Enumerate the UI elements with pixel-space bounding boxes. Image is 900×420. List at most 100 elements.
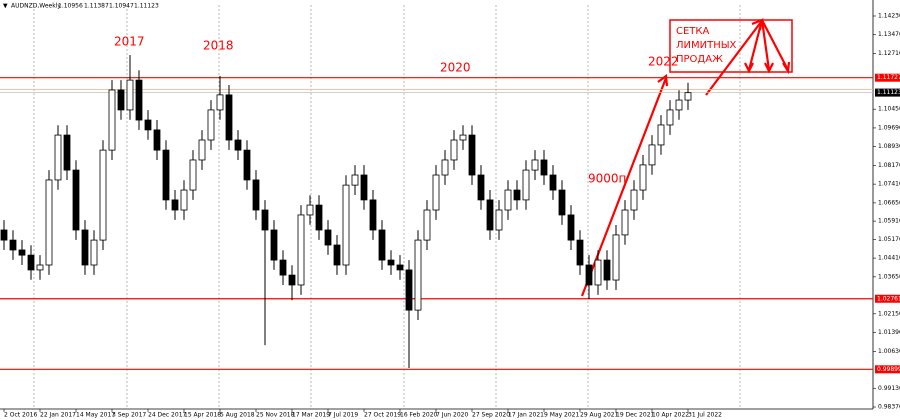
x-tick-label: 2 Oct 2016: [4, 412, 37, 419]
level-label: 0.99899: [877, 366, 900, 373]
candle-body: [684, 92, 692, 101]
arrow: [760, 19, 771, 71]
menu-arrow[interactable]: ▼: [3, 3, 8, 10]
y-tick-label: 1.02150: [878, 310, 900, 317]
annotation-box: [669, 19, 793, 73]
candle-body: [585, 264, 593, 286]
y-tick-label: 1.14230: [878, 12, 900, 19]
y-tick-label: 1.05910: [878, 218, 900, 225]
candle-body: [27, 254, 35, 271]
candle-body: [333, 244, 341, 266]
candle-body: [630, 189, 638, 211]
arrow: [761, 19, 789, 71]
candle-body: [279, 259, 287, 276]
candle-body: [18, 249, 26, 256]
x-tick-label: 5 Aug 2018: [220, 412, 255, 419]
x-tick-label: 19 Dec 2021: [616, 412, 655, 419]
annotation: ЛИМИТНЫХ: [676, 40, 737, 51]
x-tick-label: 15 Apr 2018: [184, 412, 221, 419]
arrow-head: [744, 62, 754, 74]
candle-body: [315, 204, 323, 231]
candle-body: [612, 234, 620, 281]
candle-body: [225, 94, 233, 141]
x-tick-label: 7 Jul 2019: [328, 412, 358, 419]
candle-body: [117, 89, 125, 111]
candle-body: [567, 214, 575, 241]
candle-body: [45, 179, 53, 266]
candle-body: [108, 89, 116, 151]
annotations: 2017 2018 2020 2022 9000п СЕТКА ЛИМИТНЫХ ПРОДАЖ: [114, 18, 793, 297]
candle-body: [189, 159, 197, 191]
candle-body: [621, 209, 629, 236]
y-tick-label: 1.07410: [878, 181, 900, 188]
candle-body: [477, 174, 485, 201]
candle-body: [162, 149, 170, 201]
candle-body: [648, 144, 656, 166]
candle-body: [369, 199, 377, 231]
y-tick-label: 1.13470: [878, 31, 900, 38]
y-tick-label: 1.12710: [878, 50, 900, 57]
high: 1.11387: [84, 3, 109, 10]
open: 1.10956: [58, 3, 83, 10]
candle-body: [342, 184, 350, 266]
level-label: 1.02761: [877, 295, 900, 302]
candle-body: [63, 134, 71, 171]
candle-body: [594, 259, 602, 286]
price-label-bg: [875, 88, 900, 97]
candle-body: [396, 264, 404, 271]
candle-body: [72, 169, 80, 231]
x-tick-label: 25 Nov 2018: [256, 412, 295, 419]
candle-body: [243, 149, 251, 181]
price-label: 1.11123: [877, 89, 900, 96]
candle-body: [207, 109, 215, 141]
y-tick-label: 1.08170: [878, 162, 900, 169]
y-tick-label: 0.98370: [878, 404, 900, 411]
x-tick-label: 27 Sep 2020: [472, 412, 510, 419]
candle-body: [486, 199, 494, 231]
candle-body: [576, 239, 584, 266]
x-tick-label: 17 Mar 2019: [292, 412, 330, 419]
candle-body: [360, 174, 368, 201]
x-tick-label: 29 Aug 2021: [580, 412, 619, 419]
y-tick-label: 1.04410: [878, 255, 900, 262]
candle-body: [513, 189, 521, 201]
x-tick-label: 10 Apr 2022: [652, 412, 689, 419]
candle-body: [324, 229, 332, 246]
header: ▼ AUDNZD,Weekly 1.10956 1.11387 1.10947 …: [3, 3, 159, 10]
arrow: [705, 21, 762, 96]
candle-body: [405, 269, 413, 311]
candle-body: [180, 189, 188, 211]
candle-body: [468, 134, 476, 176]
candle-body: [198, 139, 206, 161]
x-tick-label: 3 Sep 2017: [112, 412, 146, 419]
annotation: ПРОДАЖ: [676, 54, 723, 65]
candle-body: [423, 209, 431, 241]
y-tick-label: 1.05170: [878, 236, 900, 243]
candle-body: [666, 109, 674, 126]
annotation: 9000п: [588, 172, 626, 186]
candle-body: [540, 159, 548, 176]
candle-body: [675, 99, 683, 111]
level-label: 1.11727: [877, 74, 900, 81]
candle-body: [603, 259, 611, 281]
arrow: [747, 19, 764, 71]
close: 1.11123: [134, 3, 159, 10]
x-tick-label: 31 Jul 2022: [688, 412, 722, 419]
level-label-bg: [875, 365, 900, 374]
x-tick-label: 24 Dec 2017: [148, 412, 187, 419]
arrows: [580, 18, 791, 297]
candle-body: [504, 189, 512, 211]
x-tick-label: 17 Jan 2021: [508, 412, 544, 419]
candle-body: [306, 204, 314, 216]
candle-body: [297, 214, 305, 286]
y-tick-label: 1.06650: [878, 199, 900, 206]
candle-body: [252, 179, 260, 211]
annotation: СЕТКА: [676, 26, 710, 37]
candle-body: [36, 264, 44, 271]
candle-body: [135, 79, 143, 121]
x-tick-label: 14 May 2017: [76, 412, 115, 419]
candle-body: [378, 229, 386, 261]
